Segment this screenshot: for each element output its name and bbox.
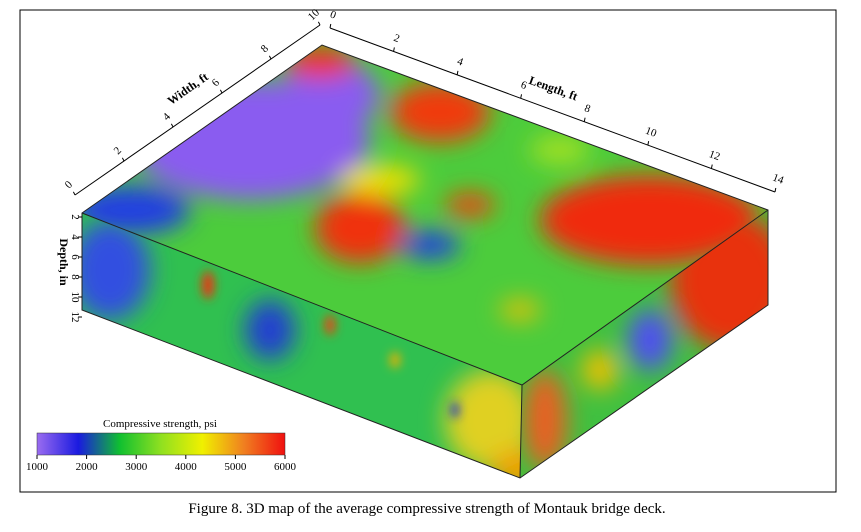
caption: Figure 8. 3D map of the average compress… bbox=[188, 501, 665, 517]
box-outline bbox=[81, 44, 769, 479]
colorbar-tick-label: 1000 bbox=[26, 461, 49, 473]
axis-tick bbox=[72, 191, 76, 196]
axis-tick-label: 2 bbox=[112, 145, 124, 157]
axis-tick-label: 8 bbox=[259, 42, 272, 55]
length-axis-line bbox=[329, 27, 776, 193]
axis-tick bbox=[774, 187, 777, 193]
axis-tick-label: 10 bbox=[306, 6, 323, 23]
colorbar-title: Compressive strength, psi bbox=[103, 418, 217, 430]
axis-tick-label: 2 bbox=[69, 214, 81, 220]
axis-tick-label: 14 bbox=[771, 172, 786, 187]
axis-tick-label: 8 bbox=[583, 102, 593, 115]
axis-tick bbox=[583, 117, 586, 122]
axis-tick bbox=[170, 123, 174, 128]
axis-tick bbox=[268, 55, 272, 60]
axis-tick-label: 2 bbox=[392, 32, 401, 45]
axis-tick bbox=[520, 94, 523, 99]
axis-tick-label: 4 bbox=[69, 234, 81, 240]
axis-tick bbox=[219, 89, 223, 94]
axis-tick-label: 6 bbox=[69, 254, 81, 260]
axis-tick bbox=[121, 157, 125, 162]
colorbar-tick-label: 4000 bbox=[175, 461, 198, 473]
axis-tick bbox=[647, 141, 650, 146]
colorbar-tick-label: 2000 bbox=[76, 461, 99, 473]
colorbar-tick-label: 6000 bbox=[274, 461, 297, 473]
width-axis-line bbox=[74, 24, 321, 196]
axis-tick-label: 12 bbox=[69, 312, 81, 323]
axis-tick-label: 6 bbox=[210, 76, 223, 89]
axis-tick bbox=[393, 47, 395, 52]
axis-tick-label: 12 bbox=[707, 148, 721, 163]
width-axis-title: Width, ft bbox=[165, 70, 211, 108]
axis-tick-label: 4 bbox=[456, 55, 466, 68]
depth-axis-title: Depth, in bbox=[57, 238, 71, 286]
axis-tick-label: 0 bbox=[328, 9, 338, 22]
axis-tick-label: 4 bbox=[161, 110, 174, 123]
length-axis-title: Length, ft bbox=[527, 73, 579, 103]
figure-frame bbox=[19, 9, 837, 493]
colorbar-tick-label: 3000 bbox=[125, 461, 148, 473]
axis-tick-label: 6 bbox=[519, 79, 529, 92]
axis-tick bbox=[456, 70, 459, 75]
axis-tick bbox=[329, 23, 332, 29]
axis-tick-label: 10 bbox=[644, 125, 659, 140]
box-edge bbox=[519, 384, 523, 479]
axis-tick bbox=[317, 21, 321, 26]
axis-tick bbox=[710, 164, 713, 169]
axis-tick-label: 10 bbox=[69, 292, 81, 304]
colorbar bbox=[36, 432, 286, 456]
front-face bbox=[82, 213, 522, 478]
top-face bbox=[82, 45, 768, 385]
axis-tick-label: 0 bbox=[63, 178, 76, 191]
colorbar-tick-label: 5000 bbox=[224, 461, 247, 473]
axis-tick-label: 8 bbox=[69, 274, 81, 280]
